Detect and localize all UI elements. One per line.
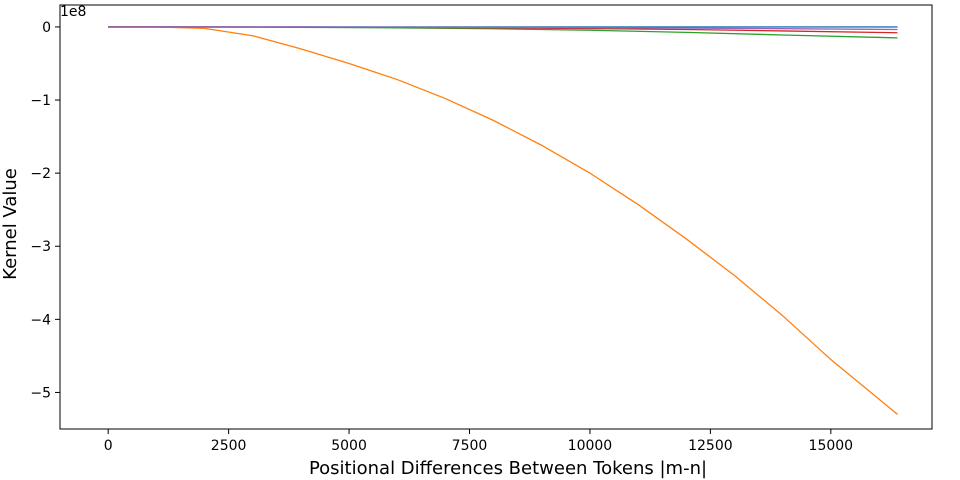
x-tick-label: 12500	[688, 438, 733, 454]
x-tick-label: 7500	[452, 438, 488, 454]
y-axis-offset-text: 1e8	[60, 4, 86, 20]
x-tick-label: 15000	[809, 438, 854, 454]
y-tick-label: −4	[30, 312, 51, 328]
y-tick-label: −3	[30, 239, 51, 255]
y-axis-ticks: 0 −1 −2 −3 −4 −5	[30, 20, 60, 401]
series-layer	[108, 26, 898, 415]
x-tick-label: 0	[104, 438, 113, 454]
x-tick-label: 5000	[331, 438, 367, 454]
x-tick-label: 2500	[211, 438, 247, 454]
x-tick-label: 10000	[568, 438, 613, 454]
y-axis-label: Kernel Value	[0, 168, 21, 280]
series-line-2	[108, 26, 898, 415]
series-line-5	[108, 26, 898, 31]
y-tick-label: −2	[30, 166, 51, 182]
x-axis-ticks: 0 2500 5000 7500 10000 12500 15000	[104, 429, 853, 454]
plot-frame	[59, 4, 933, 430]
x-axis-label: Positional Differences Between Tokens |m…	[309, 458, 707, 479]
y-tick-label: −5	[30, 385, 51, 401]
y-tick-label: 0	[42, 20, 51, 36]
y-tick-label: −1	[30, 93, 51, 109]
